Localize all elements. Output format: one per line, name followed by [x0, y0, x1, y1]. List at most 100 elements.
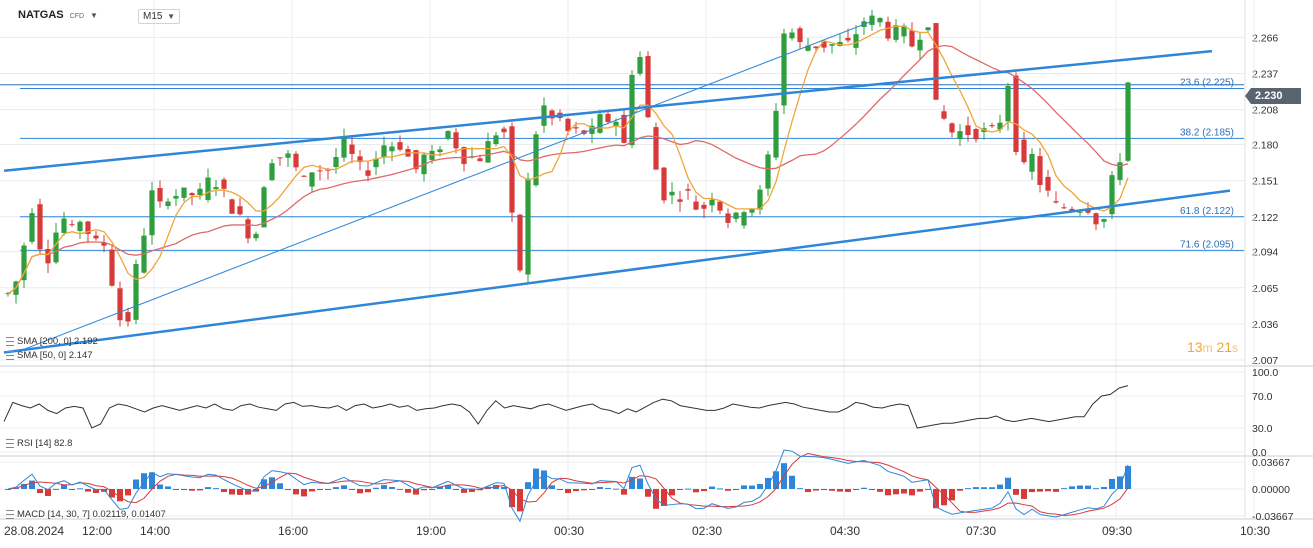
macd-tick-label: 0.03667	[1252, 457, 1290, 469]
candle-body	[21, 245, 27, 281]
candle-body	[1061, 207, 1067, 209]
macd-histogram-bar	[973, 487, 979, 489]
macd-histogram-bar	[197, 489, 203, 491]
macd-histogram-bar	[597, 486, 603, 489]
macd-histogram-bar	[85, 489, 91, 492]
macd-histogram-bar	[853, 489, 859, 490]
macd-histogram-bar	[773, 471, 779, 489]
candle-body	[453, 132, 459, 149]
candle-body	[445, 131, 451, 139]
macd-histogram-bar	[141, 473, 147, 489]
candle-body	[1109, 175, 1115, 215]
macd-histogram-bar	[573, 489, 579, 492]
candle-body	[301, 175, 307, 177]
candle-body	[933, 23, 939, 100]
candle-body	[317, 170, 323, 172]
time-tick-label: 16:00	[278, 524, 308, 538]
candle-body	[1037, 156, 1043, 185]
candle-body	[221, 179, 227, 189]
macd-histogram-bar	[717, 488, 723, 490]
macd-histogram-bar	[1109, 478, 1115, 489]
macd-histogram-bar	[389, 486, 395, 489]
macd-histogram-bar	[469, 489, 475, 492]
candle-body	[765, 154, 771, 189]
candle-body	[917, 39, 923, 51]
indicator-settings-icon[interactable]	[6, 439, 14, 448]
indicator-settings-icon[interactable]	[6, 351, 14, 360]
macd-histogram-bar	[181, 489, 187, 490]
candle-body	[277, 157, 283, 159]
fib-level-label: 38.2 (2.185)	[1180, 127, 1234, 138]
indicator-settings-icon[interactable]	[6, 337, 14, 346]
candle-body	[389, 146, 395, 152]
macd-histogram-bar	[1029, 489, 1035, 493]
candle-body	[1101, 219, 1107, 222]
macd-legend[interactable]: MACD [14, 30, 7] 0.02119, 0.01407	[6, 509, 166, 520]
time-tick-label: 12:00	[82, 524, 112, 538]
candle-body	[485, 141, 491, 163]
sma200-legend[interactable]: SMA [200, 0] 2.192	[6, 336, 98, 347]
macd-histogram-bar	[645, 489, 651, 497]
macd-histogram-bar	[1069, 486, 1075, 489]
symbol-header[interactable]: NATGAS CFD ▼	[18, 9, 98, 21]
candle-body	[1093, 213, 1099, 225]
candle-body	[629, 74, 635, 146]
candle-body	[845, 37, 851, 41]
candle-body	[725, 213, 731, 223]
macd-histogram-bar	[1093, 488, 1099, 490]
macd-histogram-bar	[445, 485, 451, 489]
timeframe-dropdown-icon: ▼	[167, 12, 175, 21]
candle-body	[69, 224, 75, 226]
macd-histogram-bar	[1101, 487, 1107, 489]
macd-histogram-bar	[397, 488, 403, 490]
candle-body	[101, 242, 107, 246]
macd-histogram-bar	[613, 488, 619, 490]
candle-body	[989, 125, 995, 127]
candle-body	[717, 201, 723, 211]
candle-body	[549, 110, 555, 119]
macd-histogram-bar	[413, 489, 419, 495]
candle-body	[573, 127, 579, 129]
macd-histogram-bar	[245, 489, 251, 495]
time-tick-label: 10:30	[1240, 524, 1270, 538]
candle-body	[733, 212, 739, 219]
candle-body	[213, 187, 219, 190]
rsi-legend[interactable]: RSI [14] 82.8	[6, 438, 72, 449]
macd-histogram-bar	[805, 489, 811, 493]
indicator-settings-icon[interactable]	[6, 510, 14, 519]
macd-histogram-bar	[821, 489, 827, 490]
price-tick-label: 2.122	[1252, 212, 1278, 224]
candle-body	[885, 21, 891, 39]
candle-body	[781, 33, 787, 106]
price-tick-label: 2.208	[1252, 105, 1278, 117]
candle-body	[669, 191, 675, 196]
symbol-dropdown-icon[interactable]: ▼	[90, 10, 98, 20]
sma50-legend[interactable]: SMA [50, 0] 2.147	[6, 350, 93, 361]
candle-body	[1005, 86, 1011, 122]
macd-histogram-bar	[1061, 488, 1067, 490]
macd-histogram-bar	[845, 489, 851, 492]
price-tick-label: 2.180	[1252, 140, 1278, 152]
candle-body	[253, 233, 259, 239]
macd-histogram-bar	[325, 489, 331, 490]
macd-histogram-bar	[981, 487, 987, 489]
timer-minutes: 13	[1187, 339, 1203, 355]
timeframe-select[interactable]: M15 ▼	[138, 9, 180, 24]
candle-body	[965, 125, 971, 136]
macd-histogram-bar	[373, 487, 379, 489]
macd-histogram-bar	[349, 489, 355, 490]
candle-body	[509, 126, 515, 213]
symbol-type: CFD	[69, 13, 85, 20]
candle-body	[1029, 153, 1035, 172]
candle-body	[181, 187, 187, 198]
macd-histogram-bar	[317, 489, 323, 490]
macd-histogram-bar	[701, 489, 707, 492]
candle-body	[149, 190, 155, 236]
macd-histogram-bar	[285, 489, 291, 490]
candle-body	[701, 204, 707, 209]
macd-histogram-bar	[549, 485, 555, 489]
candle-body	[37, 204, 43, 250]
macd-histogram-bar	[29, 480, 35, 489]
price-tick-label: 2.007	[1252, 355, 1278, 367]
